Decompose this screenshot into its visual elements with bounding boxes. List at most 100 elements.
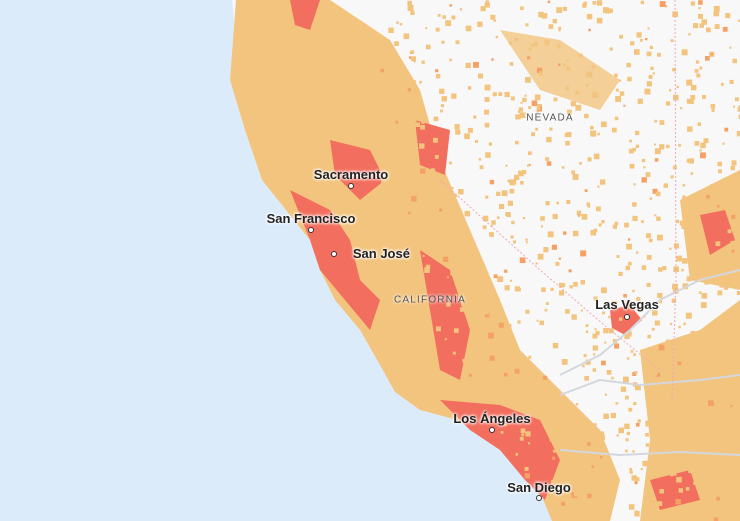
coverage-cell <box>725 13 731 19</box>
coverage-cell <box>525 23 529 27</box>
coverage-cell <box>646 233 651 238</box>
coverage-cell <box>520 6 524 10</box>
coverage-cell <box>722 142 725 145</box>
coverage-cell <box>662 266 667 271</box>
coverage-cell <box>510 364 514 367</box>
coverage-cell <box>623 104 626 107</box>
coverage-cell <box>724 127 729 132</box>
coverage-cell <box>726 189 732 195</box>
city-marker-sacramento[interactable] <box>348 183 354 189</box>
coverage-cell <box>669 363 675 369</box>
coverage-cell <box>645 433 649 437</box>
coverage-cell <box>601 121 607 128</box>
coverage-cell <box>485 195 489 199</box>
coverage-cell <box>455 129 461 135</box>
coverage-cell <box>466 271 472 277</box>
coverage-cell <box>606 370 612 375</box>
coverage-cell <box>707 449 713 455</box>
coverage-cell <box>630 350 634 353</box>
city-marker-las-vegas[interactable] <box>624 314 630 320</box>
coverage-cell <box>506 323 512 329</box>
coverage-cell <box>711 108 715 112</box>
coverage-cell <box>395 120 399 124</box>
coverage-cell <box>659 1 666 8</box>
coverage-cell <box>703 361 709 367</box>
coverage-cell <box>394 146 397 149</box>
coverage-cell <box>632 450 635 453</box>
coverage-cell <box>469 379 475 385</box>
coverage-cell <box>661 437 664 441</box>
coverage-cell <box>551 479 555 484</box>
coverage-cell <box>556 7 563 13</box>
coverage-cell <box>735 442 738 445</box>
coverage-cell <box>585 84 589 87</box>
coverage-cell <box>678 325 681 329</box>
city-marker-los-angeles[interactable] <box>489 427 495 433</box>
coverage-cell <box>421 120 425 124</box>
city-label-san-jose[interactable]: San José <box>352 246 410 261</box>
city-marker-san-francisco[interactable] <box>308 227 314 233</box>
city-label-sacramento[interactable]: Sacramento <box>313 167 389 182</box>
coverage-cell <box>690 95 696 100</box>
coverage-cell <box>646 81 652 87</box>
coverage-cell <box>657 292 663 299</box>
coverage-cell <box>419 80 422 84</box>
city-label-las-vegas[interactable]: Las Vegas <box>595 297 659 312</box>
coverage-cell <box>734 418 738 422</box>
coverage-cell <box>652 427 655 431</box>
coverage-cell <box>454 328 459 333</box>
coverage-cell <box>515 453 519 456</box>
coverage-cell <box>458 189 464 195</box>
coverage-cell <box>544 40 550 46</box>
coverage-cell <box>665 339 671 345</box>
coverage-cell <box>664 5 668 8</box>
coverage-cell <box>732 370 736 374</box>
coverage-cell <box>632 289 635 293</box>
coverage-cell <box>620 386 627 392</box>
coverage-cell <box>488 142 493 146</box>
coverage-cell <box>734 346 740 351</box>
coverage-cell <box>688 33 691 36</box>
coverage-cell <box>690 330 696 336</box>
coverage-cell <box>553 401 557 405</box>
coverage-cell <box>632 147 636 152</box>
coverage-cell <box>452 351 456 355</box>
coverage-cell <box>543 375 548 380</box>
coverage-cell <box>475 303 479 308</box>
coverage-cell <box>700 302 707 308</box>
coverage-cell <box>480 289 486 295</box>
coverage-cell <box>734 97 739 102</box>
coverage-cell <box>437 179 443 184</box>
coverage-cell <box>585 359 591 365</box>
coverage-cell <box>383 95 387 99</box>
city-label-san-diego[interactable]: San Diego <box>507 480 571 495</box>
coverage-cell <box>558 63 561 66</box>
coverage-cell <box>525 76 531 83</box>
coverage-cell <box>615 402 619 405</box>
coverage-cell <box>674 354 679 359</box>
city-label-san-francisco[interactable]: San Francisco <box>266 211 356 226</box>
coverage-cell <box>449 161 452 165</box>
city-marker-san-diego[interactable] <box>536 495 542 501</box>
coverage-cell <box>578 457 584 464</box>
coverage-cell <box>565 309 570 314</box>
coverage-cell <box>731 249 735 253</box>
city-marker-san-jose[interactable] <box>331 251 337 257</box>
coverage-cell <box>450 271 455 276</box>
coverage-cell <box>505 164 508 167</box>
coverage-cell <box>609 47 613 51</box>
coverage-cell <box>500 431 504 434</box>
coverage-cell <box>731 214 736 219</box>
coverage-cell <box>552 214 558 220</box>
coverage-cell <box>552 18 557 24</box>
coverage-cell <box>601 287 607 294</box>
coverage-cell <box>497 216 500 219</box>
coverage-cell <box>701 19 707 25</box>
coverage-cell <box>591 65 595 69</box>
coverage-cell <box>424 267 430 273</box>
coverage-cell <box>658 344 665 351</box>
coverage-cell <box>520 173 524 177</box>
coverage-cell <box>608 8 613 13</box>
city-label-los-angeles[interactable]: Los Ángeles <box>453 411 531 426</box>
